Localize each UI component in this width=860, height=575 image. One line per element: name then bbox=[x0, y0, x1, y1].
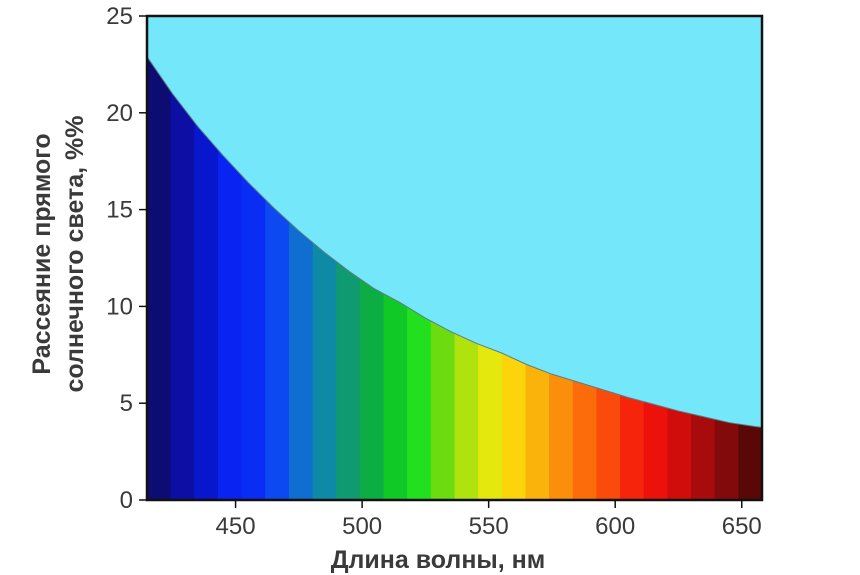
series-line bbox=[146, 56, 763, 428]
y-tick-label: 20 bbox=[106, 100, 133, 127]
x-tick-label: 500 bbox=[342, 513, 382, 540]
y-axis-title: Рассеяние прямого солнечного света, %% bbox=[28, 115, 89, 392]
x-tick-label: 650 bbox=[722, 513, 762, 540]
x-axis-title: Длина волны, нм bbox=[331, 546, 546, 574]
x-tick-label: 550 bbox=[469, 513, 509, 540]
x-axis: 450 500 550 600 650 bbox=[216, 500, 762, 540]
y-tick-label: 0 bbox=[120, 487, 133, 514]
y-tick-label: 15 bbox=[106, 197, 133, 224]
y-axis-title-line-2: солнечного света, %% bbox=[61, 115, 89, 392]
y-axis: 0 5 10 15 20 25 bbox=[106, 3, 147, 514]
x-tick-label: 450 bbox=[216, 513, 256, 540]
spectrum-band bbox=[170, 56, 195, 500]
spectrum-band bbox=[147, 56, 172, 500]
y-tick-label: 25 bbox=[106, 3, 133, 30]
y-tick-label: 10 bbox=[106, 293, 133, 320]
y-axis-title-line-1: Рассеяние прямого bbox=[28, 133, 56, 374]
plot-frame bbox=[145, 14, 764, 502]
x-tick-label: 600 bbox=[595, 513, 635, 540]
y-tick-label: 5 bbox=[120, 390, 133, 417]
